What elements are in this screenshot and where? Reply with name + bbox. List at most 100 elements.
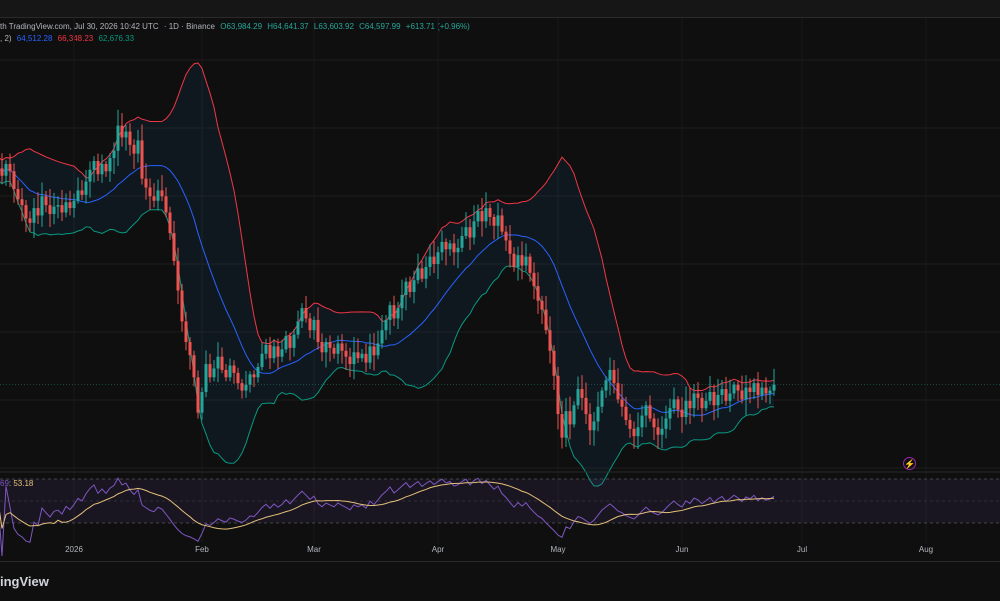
candle-body	[348, 356, 352, 365]
candle-body	[460, 236, 464, 248]
bollinger-fill	[0, 62, 774, 487]
candle-body	[188, 341, 192, 356]
candle-body	[308, 318, 312, 331]
candle-body	[604, 380, 608, 391]
candle-body	[572, 405, 576, 425]
legend-low: L63,603.92	[313, 22, 354, 31]
candle-body	[300, 308, 304, 322]
candle-body	[716, 394, 720, 406]
candle-body	[280, 349, 284, 357]
candle-body	[292, 334, 296, 348]
candle-body	[724, 389, 728, 401]
candle-body	[576, 389, 580, 406]
candle-body	[512, 253, 516, 267]
candle-body	[156, 190, 160, 201]
candle-body	[384, 319, 388, 331]
candle-body	[256, 367, 260, 378]
candle-body	[596, 406, 600, 422]
candle-body	[420, 268, 424, 279]
candle-body	[180, 290, 184, 322]
candle-body	[216, 356, 220, 369]
candle-body	[448, 243, 452, 250]
candle-body	[160, 190, 164, 197]
candle-body	[224, 369, 228, 378]
x-axis-tick-label: Jul	[797, 545, 807, 554]
candle-body	[648, 405, 652, 419]
candle-body	[128, 131, 132, 145]
candle-body	[500, 215, 504, 232]
candle-body	[16, 188, 20, 200]
candle-body	[504, 231, 508, 241]
candle-body	[720, 389, 724, 395]
candle-body	[552, 350, 556, 376]
candle-body	[84, 181, 88, 195]
candle-body	[400, 294, 404, 309]
candle-body	[708, 392, 712, 401]
candle-body	[644, 405, 648, 416]
legend-symbol[interactable]: · 1D · Binance	[163, 22, 215, 31]
candle-body	[220, 356, 224, 370]
candle-body	[640, 415, 644, 428]
candle-body	[120, 125, 124, 138]
candle-body	[316, 319, 320, 342]
top-bar	[0, 0, 1000, 18]
candle-body	[92, 161, 96, 170]
candle-body	[56, 205, 60, 207]
candle-body	[12, 171, 16, 189]
price-chart[interactable]: 2026 Feb Mar Apr May Jun Jul Aug	[0, 18, 1000, 561]
candle-body	[164, 196, 168, 213]
candle-body	[496, 215, 500, 226]
candle-body	[336, 343, 340, 354]
candle-body	[100, 163, 104, 175]
candle-body	[560, 414, 564, 438]
candle-body	[60, 205, 64, 213]
candle-body	[480, 211, 484, 222]
candle-body	[412, 280, 416, 292]
candle-body	[600, 390, 604, 407]
candle-body	[476, 211, 480, 222]
x-axis-tick-label: 2026	[65, 545, 83, 554]
candle-body	[344, 350, 348, 357]
candle-body	[232, 365, 236, 373]
legend-high: H64,641.37	[267, 22, 309, 31]
candle-body	[664, 418, 668, 429]
x-axis-tick-label: May	[550, 545, 565, 554]
candle-body	[328, 341, 332, 348]
rsi-value-b: : 53.18	[8, 479, 34, 488]
candle-body	[592, 421, 596, 431]
candle-body	[36, 208, 40, 216]
candle-body	[544, 309, 548, 331]
candle-body	[440, 241, 444, 253]
candle-body	[748, 387, 752, 393]
candle-body	[200, 392, 204, 413]
candle-body	[136, 140, 140, 154]
bollinger-params: , 2)	[0, 34, 12, 43]
candle-body	[68, 202, 72, 209]
candle-body	[452, 243, 456, 253]
candle-body	[700, 397, 704, 409]
candle-body	[192, 355, 196, 378]
candle-body	[44, 196, 48, 206]
bollinger-legend[interactable]: , 2) 64,512.28 66,348.23 62,676.33	[0, 34, 137, 43]
candle-body	[72, 200, 76, 209]
candle-body	[96, 161, 100, 175]
candle-body	[212, 368, 216, 378]
tradingview-logo: ingView	[0, 574, 49, 589]
candle-body	[4, 163, 8, 176]
candle-body	[76, 190, 80, 201]
candle-body	[744, 387, 748, 400]
candle-body	[152, 196, 156, 201]
candle-body	[588, 414, 592, 431]
candle-body	[132, 144, 136, 154]
candle-body	[484, 208, 488, 222]
rsi-legend[interactable]: 69: 53.18	[0, 479, 33, 488]
candle-body	[252, 374, 256, 378]
candle-body	[756, 383, 760, 395]
candle-body	[80, 190, 84, 195]
candle-body	[396, 308, 400, 319]
candle-body	[244, 384, 248, 391]
candle-body	[568, 411, 572, 425]
candle-body	[668, 408, 672, 419]
x-axis-tick-label: Apr	[432, 545, 445, 554]
lightning-icon[interactable]: ⚡	[903, 457, 916, 470]
